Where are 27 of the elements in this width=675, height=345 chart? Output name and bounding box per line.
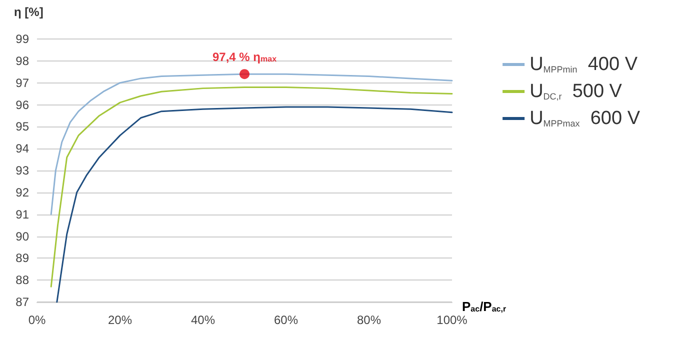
legend-label: UDC,r 500 V — [530, 81, 622, 102]
line-series — [50, 86, 453, 288]
y-tick-label: 98 — [16, 54, 30, 68]
x-tick-label: 60% — [274, 313, 298, 327]
x-axis-title: Pac/Pac,r — [462, 299, 506, 314]
y-tick-label: 94 — [16, 142, 30, 156]
y-tick-label: 89 — [16, 251, 30, 266]
x-tick-label: 0% — [28, 313, 46, 327]
y-tick-label: 96 — [16, 98, 30, 112]
y-axis-title: η [%] — [14, 5, 44, 19]
annotation: 97,4 % ηmax — [212, 50, 278, 64]
legend-label: UMPPmin 400 V — [530, 54, 638, 75]
y-tick-label: 88 — [16, 273, 30, 288]
line-series — [56, 106, 453, 303]
y-tick-label: 91 — [16, 207, 30, 222]
y-tick-label: 87 — [16, 295, 30, 309]
y-tick-label: 97 — [16, 76, 30, 90]
x-tick-label: 20% — [108, 313, 132, 327]
x-tick-label: 80% — [356, 313, 382, 327]
y-tick-label: 90 — [16, 229, 30, 244]
y-tick-label: 92 — [16, 185, 30, 200]
y-tick-label: 93 — [16, 164, 30, 178]
x-tick-label: 100% — [436, 313, 468, 327]
y-tick-label: 95 — [16, 120, 30, 134]
x-tick-label: 40% — [190, 313, 216, 327]
legend-label: UMPPmax 600 V — [530, 108, 640, 129]
y-tick-label: 99 — [16, 32, 30, 46]
